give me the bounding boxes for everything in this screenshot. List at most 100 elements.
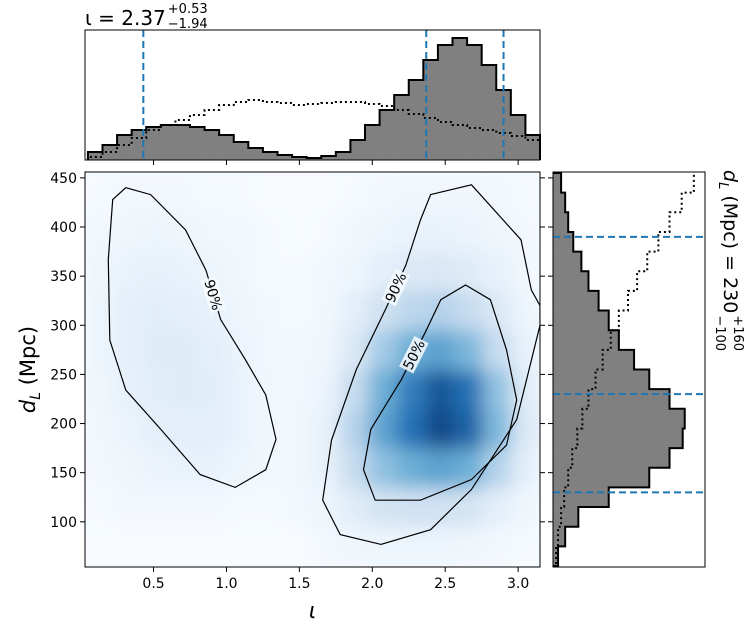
- heatmap-cell: [454, 290, 484, 331]
- heatmap-cell: [141, 369, 171, 410]
- heatmap-cell: [85, 251, 114, 292]
- heatmap-cell: [312, 369, 342, 410]
- right-prior-line: [553, 172, 695, 568]
- heatmap-cell: [169, 408, 200, 449]
- heatmap-cell: [141, 290, 171, 331]
- heatmap-cell: [198, 329, 228, 370]
- heatmap-cell: [425, 251, 456, 292]
- heatmap-cell: [85, 447, 114, 488]
- heatmap-cell: [226, 526, 257, 567]
- heatmap-cell: [454, 329, 484, 370]
- top-hist-bar: [262, 152, 278, 160]
- heatmap-cell: [141, 211, 171, 253]
- heatmap-cell: [141, 251, 171, 292]
- heatmap-cell: [397, 172, 427, 213]
- heatmap-cell: [340, 447, 370, 488]
- right-label-scripts: +160−100: [712, 315, 745, 351]
- right-frame: [552, 171, 706, 568]
- heatmap-cell: [198, 526, 228, 567]
- heatmap-cell: [283, 251, 313, 292]
- top-hist-bar: [277, 155, 293, 160]
- heatmap-cell: [312, 408, 342, 449]
- heatmap-cell: [169, 486, 200, 528]
- heatmap-cell: [368, 369, 399, 410]
- y-tick-label: 400: [50, 220, 77, 236]
- heatmap-cell: [283, 172, 313, 213]
- heatmap-cell: [368, 408, 399, 449]
- contour-label-bg: [381, 268, 411, 307]
- right-hist-bar: [553, 369, 650, 390]
- top-title-sub: −1.94: [168, 17, 208, 32]
- heatmap-cell: [312, 329, 342, 370]
- top-hist-bar: [146, 127, 162, 160]
- x-tick-label: 0.5: [142, 576, 164, 592]
- x-tick-label: 2.5: [434, 576, 456, 592]
- heatmap-cell: [226, 408, 257, 449]
- top-hist-bar: [175, 125, 191, 160]
- heatmap-cell: [368, 486, 399, 528]
- heatmap-cell: [169, 251, 200, 292]
- top-hist-bar: [219, 135, 235, 160]
- heatmap-cell: [283, 486, 313, 528]
- right-hist-bar: [553, 290, 599, 311]
- heatmap-cell: [511, 526, 540, 567]
- top-hist-bar: [321, 156, 337, 160]
- contour-line: [107, 187, 277, 489]
- heatmap-cell: [340, 172, 370, 213]
- right-hist-bar: [553, 467, 650, 488]
- heatmap-cell: [85, 172, 114, 213]
- heatmap-cell: [226, 290, 257, 331]
- heatmap-cell: [255, 526, 285, 567]
- top-hist-bar: [117, 135, 132, 160]
- heatmap-cell: [340, 486, 370, 528]
- heatmap-cell: [425, 211, 456, 253]
- x-tick-label: 1.5: [288, 576, 310, 592]
- right-hist-bar: [553, 487, 609, 508]
- contour-line: [362, 284, 518, 501]
- heatmap-cell: [511, 486, 540, 528]
- heatmap-cell: [226, 447, 257, 488]
- heatmap-cell: [425, 329, 456, 370]
- top-hist-bar: [248, 148, 264, 160]
- heatmap-cell: [454, 211, 484, 253]
- heatmap-cell: [312, 447, 342, 488]
- heatmap-cell: [198, 408, 228, 449]
- right-hist-bar: [553, 310, 609, 331]
- heatmap-cell: [283, 447, 313, 488]
- top-hist-bar: [292, 157, 307, 160]
- heatmap-cell: [368, 211, 399, 253]
- heatmap-cell: [141, 329, 171, 370]
- plot-layer: 90% 90%50%0.5 1.0 1.5 2.0 2.5 3.01001502002503…: [16, 2, 745, 624]
- heatmap-cell: [169, 172, 200, 213]
- y-axis-label-rest: (Mpc): [16, 326, 40, 392]
- heatmap-cell: [112, 172, 143, 213]
- heatmap-cell: [255, 290, 285, 331]
- heatmap-cell: [226, 172, 257, 213]
- top-hist-bar: [467, 45, 482, 160]
- heatmap-cell: [198, 486, 228, 528]
- right-hist-bar: [553, 546, 559, 567]
- y-tick-label: 200: [50, 417, 77, 433]
- heatmap-cell: [368, 329, 399, 370]
- heatmap-cell: [340, 329, 370, 370]
- right-hist-bar: [553, 448, 670, 469]
- right-hist-bar: [553, 507, 579, 528]
- heatmap-cell: [283, 329, 313, 370]
- heatmap-cell: [169, 526, 200, 567]
- heatmap-cell: [425, 290, 456, 331]
- heatmap-cell: [198, 447, 228, 488]
- heatmap-cell: [340, 408, 370, 449]
- right-hist-bar: [553, 172, 562, 193]
- y-tick-label: 350: [50, 269, 77, 285]
- y-axis-label: dL (Mpc): [16, 326, 44, 413]
- heatmap-cell: [511, 172, 540, 213]
- heatmap-cell: [112, 447, 143, 488]
- heatmap-cell: [255, 447, 285, 488]
- top-hist-bar: [350, 140, 366, 160]
- heatmap-cell: [255, 369, 285, 410]
- contour-label-bg: [399, 335, 429, 374]
- top-hist-bar: [379, 110, 395, 160]
- heatmap-cell: [397, 290, 427, 331]
- heatmap-cell: [198, 369, 228, 410]
- heatmap-cell: [340, 526, 370, 567]
